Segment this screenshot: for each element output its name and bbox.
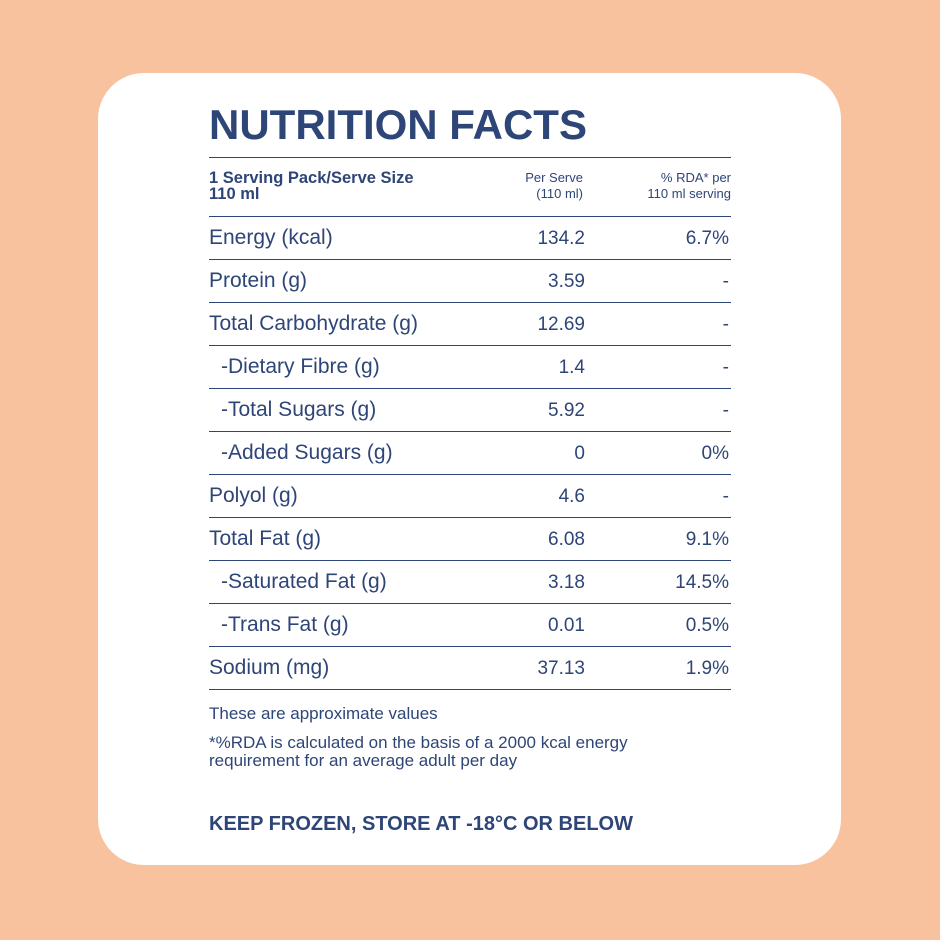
- per-serve-header-line2: (110 ml): [536, 186, 583, 201]
- per-serve-header: Per Serve (110 ml): [463, 170, 583, 202]
- table-row: -Dietary Fibre (g) 1.4 -: [209, 346, 731, 389]
- rda-value: -: [722, 486, 729, 507]
- rda-value: 0.5%: [685, 615, 729, 636]
- storage-instruction: KEEP FROZEN, STORE AT -18°C OR BELOW: [209, 813, 633, 835]
- table-row: Polyol (g) 4.6 -: [209, 475, 731, 518]
- per-serve-value: 6.08: [548, 529, 585, 550]
- nutrient-name: Protein (g): [209, 269, 308, 292]
- per-serve-value: 0.01: [548, 615, 585, 636]
- table-row: -Trans Fat (g) 0.01 0.5%: [209, 604, 731, 647]
- rda-value: 14.5%: [675, 572, 729, 593]
- nutrient-name: Energy (kcal): [209, 226, 333, 249]
- approximate-values-note: These are approximate values: [209, 704, 438, 723]
- rda-header-line1: % RDA* per: [660, 170, 731, 185]
- table-row: Total Fat (g) 6.08 9.1%: [209, 518, 731, 561]
- rda-value: -: [722, 271, 729, 292]
- nutrient-name: Total Carbohydrate (g): [209, 312, 418, 335]
- table-row: Protein (g) 3.59 -: [209, 260, 731, 303]
- nutrient-name: -Total Sugars (g): [221, 398, 377, 421]
- per-serve-value: 0: [574, 443, 585, 464]
- rda-value: 0%: [701, 443, 729, 464]
- per-serve-value: 3.18: [548, 572, 585, 593]
- per-serve-value: 134.2: [537, 228, 585, 249]
- nutrient-name: -Trans Fat (g): [221, 613, 349, 636]
- table-row: Sodium (mg) 37.13 1.9%: [209, 647, 731, 690]
- rda-header: % RDA* per 110 ml serving: [601, 170, 731, 202]
- table-row: -Saturated Fat (g) 3.18 14.5%: [209, 561, 731, 604]
- rda-footnote: *%RDA is calculated on the basis of a 20…: [209, 734, 729, 770]
- per-serve-value: 4.6: [558, 486, 585, 507]
- serving-size-line1: 1 Serving Pack/Serve Size: [209, 169, 414, 187]
- per-serve-value: 12.69: [537, 314, 585, 335]
- rda-value: -: [722, 357, 729, 378]
- page-title: NUTRITION FACTS: [209, 101, 587, 148]
- nutrient-name: Polyol (g): [209, 484, 298, 507]
- nutrition-card: NUTRITION FACTS 1 Serving Pack/Serve Siz…: [98, 73, 841, 865]
- rda-footnote-line1: *%RDA is calculated on the basis of a 20…: [209, 733, 628, 752]
- rda-value: -: [722, 314, 729, 335]
- table-row: -Total Sugars (g) 5.92 -: [209, 389, 731, 432]
- rda-value: -: [722, 400, 729, 421]
- table-row: Energy (kcal) 134.2 6.7%: [209, 217, 731, 260]
- rda-header-line2: 110 ml serving: [647, 186, 731, 201]
- per-serve-value: 1.4: [558, 357, 585, 378]
- nutrient-name: -Dietary Fibre (g): [221, 355, 380, 378]
- rda-value: 9.1%: [685, 529, 729, 550]
- per-serve-value: 37.13: [537, 658, 585, 679]
- nutrient-name: Total Fat (g): [209, 527, 322, 550]
- nutrient-name: -Added Sugars (g): [221, 441, 393, 464]
- serving-size-label: 1 Serving Pack/Serve Size 110 ml: [209, 169, 479, 203]
- rda-value: 6.7%: [685, 228, 729, 249]
- table-header: 1 Serving Pack/Serve Size 110 ml Per Ser…: [209, 157, 731, 217]
- per-serve-value: 3.59: [548, 271, 585, 292]
- per-serve-header-line1: Per Serve: [525, 170, 583, 185]
- rda-value: 1.9%: [685, 658, 729, 679]
- table-row: -Added Sugars (g) 0 0%: [209, 432, 731, 475]
- rda-footnote-line2: requirement for an average adult per day: [209, 751, 518, 770]
- nutrient-name: Sodium (mg): [209, 656, 330, 679]
- nutrient-name: -Saturated Fat (g): [221, 570, 387, 593]
- nutrition-panel: NUTRITION FACTS 1 Serving Pack/Serve Siz…: [209, 101, 731, 836]
- table-row: Total Carbohydrate (g) 12.69 -: [209, 303, 731, 346]
- per-serve-value: 5.92: [548, 400, 585, 421]
- serving-size-line2: 110 ml: [209, 185, 260, 203]
